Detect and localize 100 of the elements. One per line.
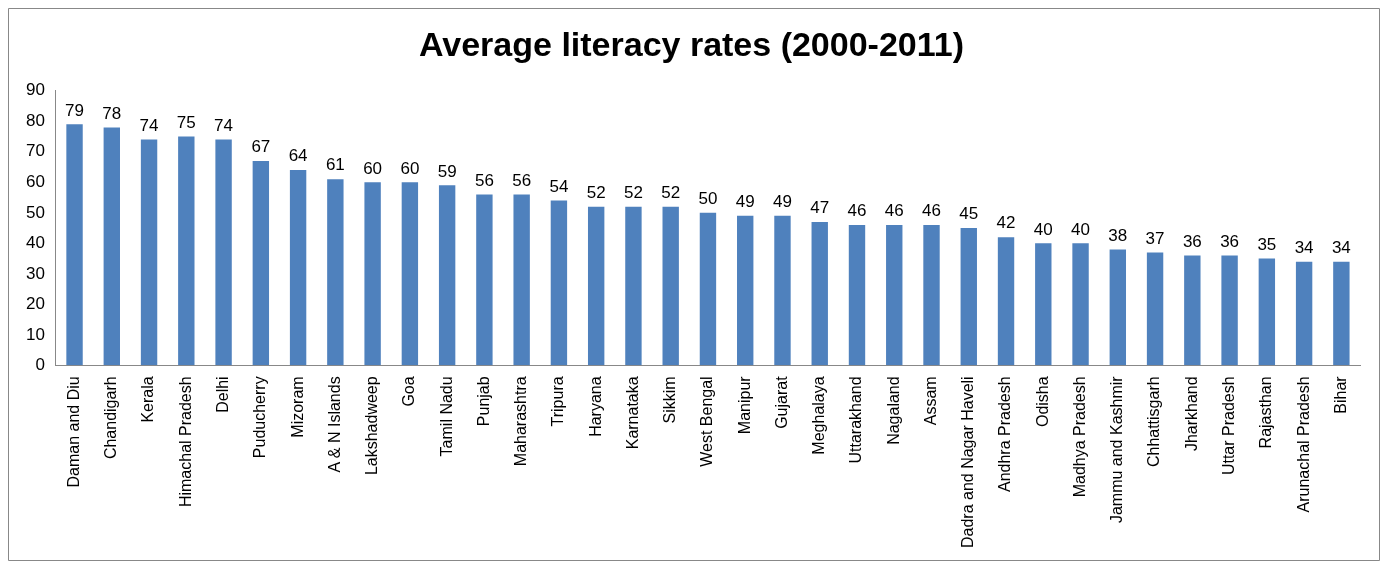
x-tick-label: Tamil Nadu (437, 376, 455, 457)
bar (66, 124, 83, 366)
x-tick-label: Kerala (139, 376, 157, 423)
data-label: 46 (922, 201, 941, 221)
data-label: 40 (1033, 219, 1053, 239)
bar (587, 206, 605, 366)
data-label: 74 (139, 115, 159, 135)
data-label: 37 (1145, 228, 1165, 248)
data-label: 52 (661, 182, 681, 202)
bar (1072, 243, 1089, 366)
x-tick-label: Madhya Pradesh (1070, 376, 1088, 498)
chart-title: Average literacy rates (2000-2011) (419, 24, 964, 63)
y-tick-label: 60 (25, 172, 45, 191)
bar (1258, 258, 1276, 366)
x-tick-label: Manipur (735, 375, 753, 435)
x-tick-label: Odisha (1033, 376, 1051, 428)
y-tick-label: 50 (25, 202, 45, 222)
data-label: 52 (586, 182, 606, 202)
bar (886, 225, 903, 366)
x-tick-label: Mizoram (288, 376, 306, 438)
data-label: 46 (884, 201, 904, 221)
data-label: 38 (1108, 225, 1128, 245)
data-label: 47 (810, 198, 830, 218)
bar (737, 215, 754, 366)
x-tick-label: Chandigarh (102, 376, 120, 460)
x-tick-label: Jammu and Kashmir (1108, 375, 1126, 524)
bar (1184, 255, 1201, 366)
x-tick-label: Dadra and Nagar Haveli (959, 376, 977, 549)
x-tick-label: Rajasthan (1257, 376, 1275, 449)
y-tick-label: 40 (25, 233, 45, 253)
x-tick-label: Punjab (474, 376, 492, 427)
data-label: 60 (400, 158, 420, 178)
data-label: 75 (176, 112, 196, 132)
bar (662, 206, 679, 366)
bar (699, 212, 717, 366)
x-tick-label: Nagaland (884, 376, 902, 445)
x-tick-label: Gujarat (772, 375, 790, 429)
data-label: 78 (102, 103, 122, 123)
bar (848, 225, 866, 366)
bar (811, 221, 828, 366)
data-label: 46 (847, 201, 867, 221)
bar (774, 215, 791, 366)
bar (1035, 243, 1052, 366)
bar (923, 225, 940, 366)
data-label: 67 (251, 137, 271, 157)
data-label: 56 (474, 170, 494, 190)
bar (1295, 261, 1313, 366)
bar (1221, 255, 1238, 366)
y-tick-label: 30 (25, 263, 45, 283)
y-tick-label: 10 (25, 324, 45, 344)
x-tick-label: Goa (400, 376, 418, 407)
x-tick-label: A & N Islands (325, 376, 343, 473)
data-label: 56 (512, 170, 532, 190)
x-tick-label: Meghalaya (810, 376, 828, 455)
bar (997, 237, 1015, 366)
data-label: 54 (549, 176, 569, 196)
bar (960, 228, 977, 366)
x-tick-label: Lakshadweep (363, 376, 381, 476)
x-tick-label: Daman and Diu (64, 376, 82, 488)
data-label: 42 (996, 213, 1016, 233)
x-tick-label: Delhi (213, 376, 231, 413)
data-label: 49 (735, 192, 755, 212)
bar (1109, 249, 1127, 366)
x-tick-label: Chhattisgarh (1145, 376, 1163, 468)
x-tick-label: Jharkhand (1182, 376, 1200, 452)
x-tick-label: Sikkim (661, 376, 679, 424)
y-tick-label: 0 (35, 355, 45, 375)
data-label: 40 (1071, 219, 1091, 239)
x-tick-label: Andhra Pradesh (996, 376, 1014, 492)
bar (140, 139, 158, 366)
x-tick-label: Tripura (549, 376, 567, 427)
x-tick-label: Haryana (586, 376, 604, 437)
y-tick-label: 90 (25, 80, 45, 100)
bar (625, 206, 642, 366)
data-label: 36 (1220, 231, 1240, 251)
data-label: 61 (325, 155, 345, 175)
bar (289, 170, 307, 366)
bar (1146, 252, 1164, 366)
bar (252, 160, 270, 366)
x-tick-label: Karnataka (623, 376, 641, 450)
x-tick-label: Uttarakhand (847, 376, 865, 464)
bar (364, 182, 381, 366)
data-label: 34 (1331, 237, 1351, 257)
y-tick-label: 80 (25, 110, 45, 130)
bar (103, 127, 120, 366)
data-label: 52 (623, 182, 643, 202)
x-tick-label: West Bengal (698, 376, 716, 467)
data-label: 50 (698, 189, 718, 209)
data-label: 36 (1182, 231, 1202, 251)
y-tick-label: 20 (25, 294, 45, 314)
data-label: 34 (1294, 237, 1314, 257)
data-label: 74 (214, 115, 234, 135)
bar (215, 139, 232, 366)
x-tick-label: Himachal Pradesh (176, 376, 194, 508)
x-tick-label: Puducherry (251, 376, 269, 459)
bar (178, 136, 195, 366)
bar (513, 194, 530, 366)
data-label: 59 (437, 161, 457, 181)
y-tick-label: 70 (25, 141, 45, 161)
x-tick-label: Bihar (1331, 375, 1349, 414)
